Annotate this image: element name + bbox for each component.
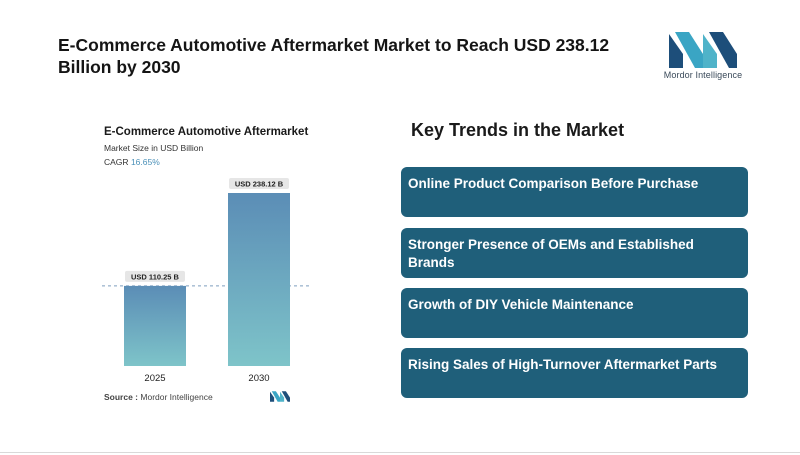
trend-card-4: Rising Sales of High-Turnover Aftermarke…	[401, 348, 748, 398]
brand-name: Mordor Intelligence	[663, 70, 743, 80]
source-text: Mordor Intelligence	[140, 392, 213, 402]
mordor-logo-icon	[669, 32, 737, 68]
value-label-2025: USD 110.25 B	[131, 272, 180, 281]
cagr-label: CAGR	[104, 157, 129, 167]
bar-2025	[124, 285, 186, 366]
source-note: Source : Mordor Intelligence	[104, 392, 213, 402]
trend-card-2: Stronger Presence of OEMs and Establishe…	[401, 228, 748, 278]
page-title: E-Commerce Automotive Aftermarket Market…	[58, 35, 610, 77]
x-tick-2030: 2030	[248, 373, 269, 384]
trend-card-3: Growth of DIY Vehicle Maintenance	[401, 288, 748, 338]
cagr-value: 16.65%	[130, 157, 160, 167]
mordor-small-logo-icon	[270, 391, 290, 402]
chart-cagr: CAGR 16.65%	[104, 157, 160, 167]
value-label-bg-2025	[125, 270, 185, 282]
chart-title: E-Commerce Automotive Aftermarket	[104, 126, 309, 138]
brand-logo: Mordor Intelligence	[663, 32, 743, 80]
bottom-divider	[0, 452, 800, 453]
trend-card-1: Online Product Comparison Before Purchas…	[401, 167, 748, 217]
chart-subtitle: Market Size in USD Billion	[104, 143, 204, 153]
value-label-2030: USD 238.12 B	[235, 180, 284, 189]
x-tick-2025: 2025	[144, 373, 165, 384]
source-label: Source :	[104, 392, 139, 402]
trends-title: Key Trends in the Market	[411, 120, 625, 140]
value-label-bg-2030	[229, 178, 289, 189]
bar-2030	[228, 193, 290, 366]
